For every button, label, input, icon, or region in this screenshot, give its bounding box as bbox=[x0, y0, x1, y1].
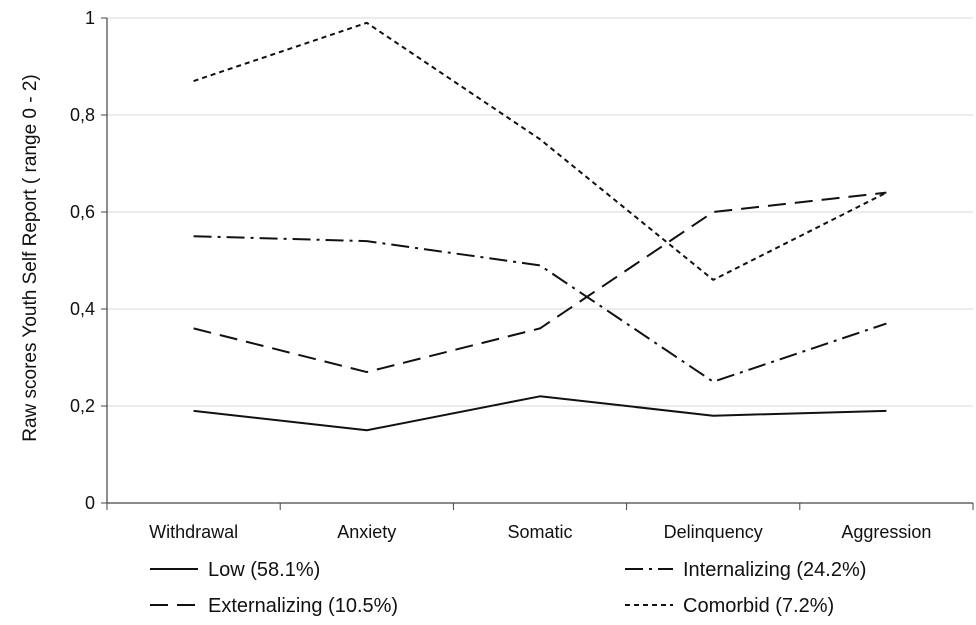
x-tick-label: Somatic bbox=[507, 522, 572, 542]
legend-label: Internalizing (24.2%) bbox=[683, 559, 866, 581]
legend-label: Externalizing (10.5%) bbox=[208, 595, 398, 617]
series-line-low bbox=[193, 395, 887, 432]
series-lines bbox=[193, 21, 887, 432]
series-line-externalizing bbox=[193, 191, 887, 374]
series-line-comorbid bbox=[193, 21, 887, 281]
legend-label: Low (58.1%) bbox=[208, 559, 320, 581]
y-tick-label: 0 bbox=[85, 493, 95, 513]
series-line-internalizing bbox=[193, 235, 887, 383]
x-tick-labels: Withdrawal Anxiety Somatic Delinquency Aggre… bbox=[149, 522, 931, 542]
x-tick-label: Delinquency bbox=[664, 522, 763, 542]
y-axis-title: Raw scores Youth Self Report ( range 0 -… bbox=[20, 74, 41, 442]
gridlines bbox=[101, 17, 973, 504]
axes bbox=[106, 18, 974, 510]
y-tick-label: 1 bbox=[85, 8, 95, 28]
y-tick-label: 0,2 bbox=[70, 396, 95, 416]
y-tick-label: 0,4 bbox=[70, 299, 95, 319]
legend-label: Comorbid (7.2%) bbox=[683, 595, 834, 617]
x-tick-label: Anxiety bbox=[337, 522, 396, 542]
y-tick-label: 0,8 bbox=[70, 105, 95, 125]
y-tick-labels: 0 0,2 0,4 0,6 0,8 1 bbox=[70, 8, 95, 513]
legend: Low (58.1%) Internalizing (24.2%) External… bbox=[150, 559, 866, 617]
x-tick-label: Aggression bbox=[841, 522, 931, 542]
y-tick-label: 0,6 bbox=[70, 202, 95, 222]
x-tick-label: Withdrawal bbox=[149, 522, 238, 542]
